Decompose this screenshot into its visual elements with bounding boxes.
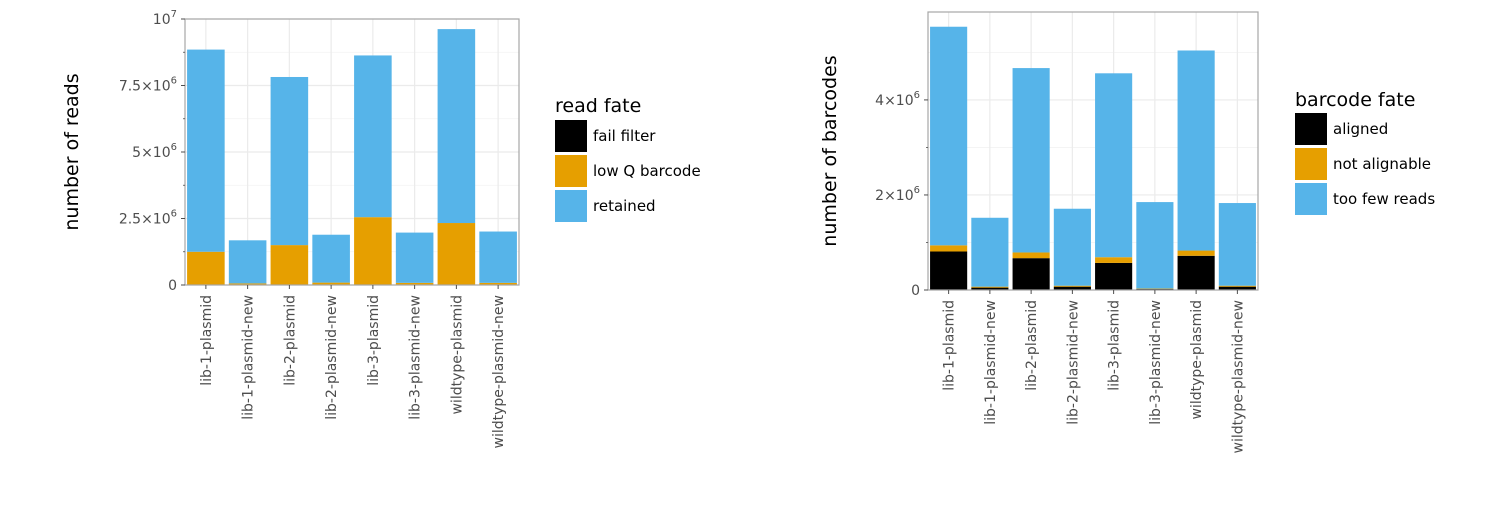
legend-label-fail-filter: fail filter bbox=[593, 127, 656, 145]
x-tick-label: wildtype-plasmid-new bbox=[1230, 300, 1246, 454]
x-tick-label: wildtype-plasmid bbox=[1189, 300, 1205, 420]
bar-low-q-barcode-lib-3-plasmid-new bbox=[395, 282, 434, 285]
x-tick-label: lib-1-plasmid-new bbox=[241, 295, 257, 420]
x-tick-label: lib-3-plasmid bbox=[1107, 300, 1123, 391]
legend-label-aligned: aligned bbox=[1333, 120, 1388, 138]
legend-key-low-q-barcode bbox=[555, 155, 587, 187]
legend: barcode fate aligned not alignable too few … bbox=[1295, 89, 1435, 215]
bar-aligned-lib-3-plasmid bbox=[1095, 262, 1133, 290]
x-tick-label: wildtype-plasmid bbox=[449, 295, 465, 415]
bar-not-alignable-lib-2-plasmid-new bbox=[1053, 285, 1091, 287]
legend-label-too-few-reads: too few reads bbox=[1333, 190, 1435, 208]
y-axis-title: number of barcodes bbox=[819, 55, 841, 246]
y-tick-label: 2.5×106 bbox=[119, 209, 177, 228]
bar-retained-lib-3-plasmid-new bbox=[395, 232, 434, 283]
bar-low-q-barcode-wildtype-plasmid bbox=[437, 223, 476, 285]
y-tick-label: 4×106 bbox=[875, 90, 920, 109]
bar-aligned-wildtype-plasmid bbox=[1177, 255, 1215, 290]
bar-retained-wildtype-plasmid-new bbox=[479, 231, 517, 283]
bar-not-alignable-wildtype-plasmid bbox=[1177, 250, 1215, 256]
bar-not-alignable-lib-1-plasmid-new bbox=[971, 286, 1009, 288]
legend-key-too-few-reads bbox=[1295, 183, 1327, 215]
bar-aligned-lib-2-plasmid bbox=[1012, 258, 1050, 290]
bar-too-few-reads-lib-2-plasmid-new bbox=[1053, 208, 1091, 286]
y-tick-label: 5×106 bbox=[132, 142, 177, 161]
y-tick-label: 7.5×106 bbox=[119, 76, 177, 95]
bar-retained-lib-3-plasmid bbox=[354, 55, 392, 218]
bar-too-few-reads-lib-1-plasmid-new bbox=[971, 217, 1009, 287]
read-fate-chart: 0 2.5×106 5×106 7.5×106 107 lib-1-plasmid lib-… bbox=[61, 9, 701, 449]
x-tick-label: lib-1-plasmid bbox=[199, 295, 215, 386]
legend: read fate fail filter low Q barcode retaine… bbox=[555, 95, 701, 222]
bar-low-q-barcode-lib-2-plasmid-new bbox=[312, 282, 350, 285]
bar-not-alignable-lib-1-plasmid bbox=[930, 245, 968, 252]
legend-key-aligned bbox=[1295, 113, 1327, 145]
y-tick-label: 0 bbox=[911, 283, 920, 299]
legend-key-not-alignable bbox=[1295, 148, 1327, 180]
bar-too-few-reads-lib-3-plasmid bbox=[1095, 73, 1133, 258]
legend-title: read fate bbox=[555, 95, 641, 117]
bar-too-few-reads-wildtype-plasmid bbox=[1177, 50, 1215, 251]
bar-low-q-barcode-lib-2-plasmid bbox=[270, 245, 309, 285]
barcode-fate-chart: 0 2×106 4×106 lib-1-plasmid lib-1-plasmid-ne… bbox=[819, 11, 1435, 454]
x-tick-label: lib-3-plasmid-new bbox=[408, 295, 424, 420]
y-tick-label: 2×106 bbox=[875, 185, 920, 204]
bar-not-alignable-lib-3-plasmid bbox=[1095, 257, 1133, 263]
legend-key-retained bbox=[555, 190, 587, 222]
legend-label-retained: retained bbox=[593, 197, 656, 215]
x-tick-label: lib-1-plasmid-new bbox=[983, 300, 999, 425]
x-tick-label: lib-3-plasmid-new bbox=[1148, 300, 1164, 425]
bar-retained-lib-2-plasmid-new bbox=[312, 234, 350, 283]
bar-not-alignable-lib-2-plasmid bbox=[1012, 252, 1050, 259]
bar-aligned-wildtype-plasmid-new bbox=[1218, 286, 1256, 290]
y-tick-label: 0 bbox=[168, 278, 177, 294]
bar-low-q-barcode-lib-1-plasmid-new bbox=[228, 283, 267, 285]
x-tick-label: lib-2-plasmid bbox=[1024, 300, 1040, 391]
x-tick-label: lib-2-plasmid-new bbox=[324, 295, 340, 420]
legend-key-fail-filter bbox=[555, 120, 587, 152]
bar-aligned-lib-1-plasmid-new bbox=[971, 287, 1009, 290]
x-tick-label: lib-2-plasmid-new bbox=[1065, 300, 1081, 425]
y-axis-title: number of reads bbox=[61, 73, 83, 230]
x-tick-label: lib-3-plasmid bbox=[366, 295, 382, 386]
bar-retained-lib-1-plasmid bbox=[187, 49, 225, 252]
legend-label-low-q-barcode: low Q barcode bbox=[593, 162, 701, 180]
bar-not-alignable-wildtype-plasmid-new bbox=[1218, 285, 1256, 287]
bar-too-few-reads-wildtype-plasmid-new bbox=[1218, 203, 1256, 286]
bar-aligned-lib-1-plasmid bbox=[930, 251, 968, 290]
x-tick-label: lib-1-plasmid bbox=[942, 300, 958, 391]
legend-label-not-alignable: not alignable bbox=[1333, 155, 1431, 173]
bar-retained-wildtype-plasmid bbox=[437, 29, 476, 224]
bar-low-q-barcode-lib-1-plasmid bbox=[187, 251, 225, 285]
y-tick-label: 107 bbox=[153, 9, 177, 28]
bar-retained-lib-1-plasmid-new bbox=[228, 240, 267, 284]
panel-border bbox=[927, 11, 1259, 291]
bar-aligned-lib-2-plasmid-new bbox=[1053, 286, 1091, 290]
x-tick-label: lib-2-plasmid bbox=[282, 295, 298, 386]
bar-too-few-reads-lib-2-plasmid bbox=[1012, 68, 1050, 253]
bar-low-q-barcode-lib-3-plasmid bbox=[354, 217, 392, 285]
x-tick-label: wildtype-plasmid-new bbox=[491, 295, 507, 449]
bar-too-few-reads-lib-3-plasmid-new bbox=[1136, 202, 1174, 289]
bar-too-few-reads-lib-1-plasmid bbox=[930, 26, 968, 246]
bar-retained-lib-2-plasmid bbox=[270, 76, 309, 246]
legend-title: barcode fate bbox=[1295, 89, 1415, 111]
bar-low-q-barcode-wildtype-plasmid-new bbox=[479, 282, 517, 285]
